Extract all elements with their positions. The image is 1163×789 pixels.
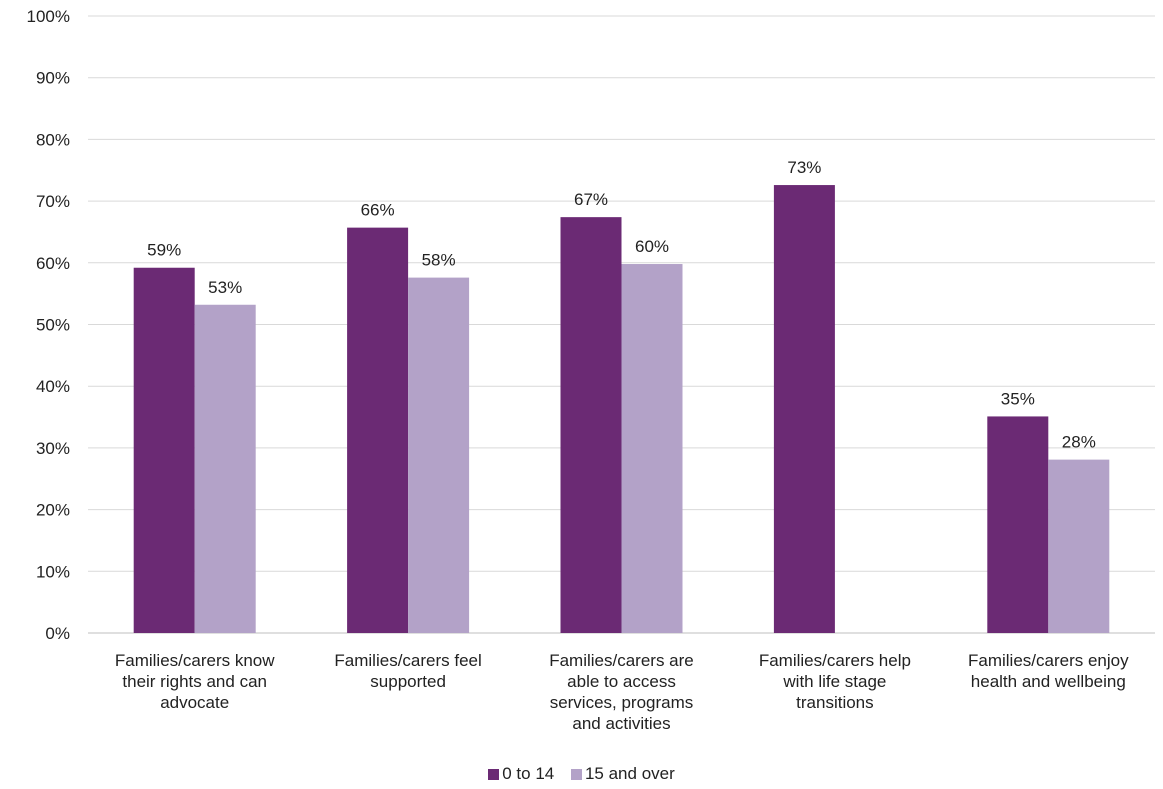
bar — [773, 185, 835, 634]
x-tick-label: Families/carers feel supported — [334, 651, 481, 691]
x-tick-label: Families/carers enjoy health and wellbein… — [968, 651, 1129, 691]
bar — [408, 277, 470, 633]
x-tick-label: Families/carers help with life stage trans… — [759, 651, 911, 712]
legend: 0 to 14 15 and over — [0, 764, 1163, 785]
y-tick-label: 90% — [36, 69, 70, 88]
data-label: 66% — [361, 201, 395, 220]
data-label: 60% — [635, 237, 669, 256]
x-tick-label: Families/carers know their rights and can… — [115, 651, 275, 712]
bar — [560, 217, 622, 633]
y-tick-label: 70% — [36, 192, 70, 211]
y-tick-label: 30% — [36, 439, 70, 458]
legend-label-series-1: 0 to 14 — [502, 764, 555, 783]
bar-chart: 0% 10% 20% 30% 40% 50% 60% 70% 80% 90% 100% 59% 66% 6… — [27, 7, 1155, 733]
data-label: 35% — [1001, 389, 1035, 408]
y-tick-label: 0% — [45, 624, 70, 643]
bar — [133, 267, 195, 633]
legend-item-series-1: 0 to 14 — [488, 764, 554, 784]
y-tick-label: 50% — [36, 316, 70, 335]
bar — [621, 264, 683, 633]
x-tick-label: Families/carers are able to access service… — [549, 651, 694, 733]
data-label: 59% — [147, 241, 181, 260]
data-label: 58% — [422, 251, 456, 270]
legend-label-series-2: 15 and over — [584, 764, 675, 783]
data-label: 28% — [1062, 433, 1096, 452]
data-label: 53% — [208, 278, 242, 297]
bar — [1048, 459, 1110, 633]
y-tick-label: 80% — [36, 130, 70, 149]
y-tick-label: 60% — [36, 254, 70, 273]
bar — [194, 304, 256, 633]
data-label: 73% — [787, 158, 821, 177]
data-label: 67% — [574, 190, 608, 209]
y-tick-label: 40% — [36, 377, 70, 396]
bar — [347, 227, 409, 634]
y-tick-label: 100% — [27, 7, 70, 26]
legend-swatch-series-2 — [570, 768, 582, 780]
y-tick-label: 20% — [36, 501, 70, 520]
legend-swatch-series-1 — [488, 768, 500, 780]
y-tick-label: 10% — [36, 562, 70, 581]
legend-item-series-2: 15 and over — [570, 764, 675, 784]
bar — [987, 416, 1049, 633]
